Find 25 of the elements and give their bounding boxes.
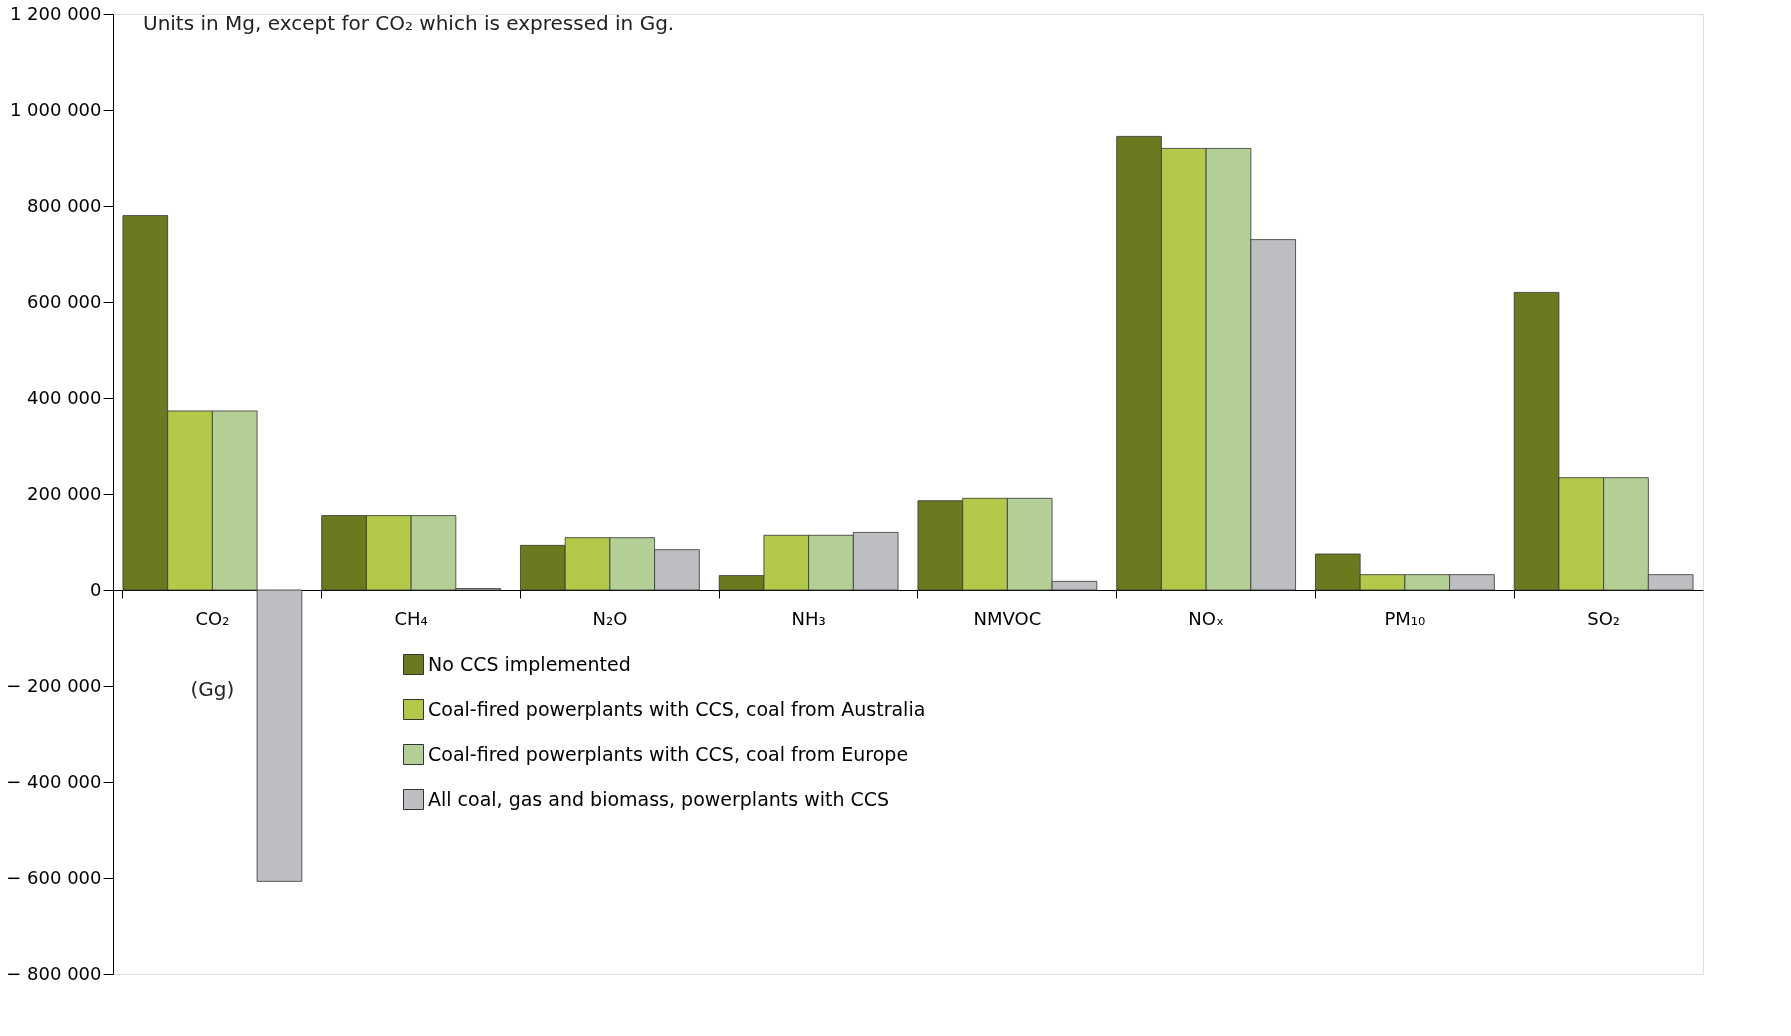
legend-label: Coal-fired powerplants with CCS, coal from Europe bbox=[428, 742, 909, 765]
y-tick-label: 600 000 bbox=[27, 290, 102, 312]
annotation: Units in Mg, except for CO₂ which is expressed in Gg. bbox=[143, 11, 675, 35]
y-tick-label: − 800 000 bbox=[6, 962, 102, 984]
y-tick-label: − 400 000 bbox=[6, 770, 102, 792]
legend-label: No CCS implemented bbox=[428, 652, 631, 675]
x-tick-label: CH₄ bbox=[394, 607, 428, 629]
x-tick-label: NH₃ bbox=[791, 607, 826, 629]
y-tick-label: − 600 000 bbox=[6, 866, 102, 888]
y-tick-label: 0 bbox=[90, 578, 102, 600]
annotation: (Gg) bbox=[190, 677, 235, 701]
legend-label: All coal, gas and biomass, powerplants with CCS bbox=[428, 787, 890, 810]
x-tick-label: NOₓ bbox=[1188, 607, 1224, 629]
x-tick-label: N₂O bbox=[592, 607, 628, 629]
y-tick-label: − 200 000 bbox=[6, 674, 102, 696]
x-tick-label: SO₂ bbox=[1587, 607, 1621, 629]
x-tick-label: PM₁₀ bbox=[1384, 607, 1426, 629]
y-tick-label: 1 200 000 bbox=[9, 2, 102, 24]
y-tick-label: 400 000 bbox=[27, 386, 102, 408]
y-tick-label: 1 000 000 bbox=[9, 98, 102, 120]
x-tick-label: CO₂ bbox=[195, 607, 230, 629]
y-tick-label: 200 000 bbox=[27, 482, 102, 504]
legend-label: Coal-fired powerplants with CCS, coal from Australia bbox=[428, 697, 926, 720]
y-tick-label: 800 000 bbox=[27, 194, 102, 216]
x-tick-label: NMVOC bbox=[973, 607, 1042, 629]
